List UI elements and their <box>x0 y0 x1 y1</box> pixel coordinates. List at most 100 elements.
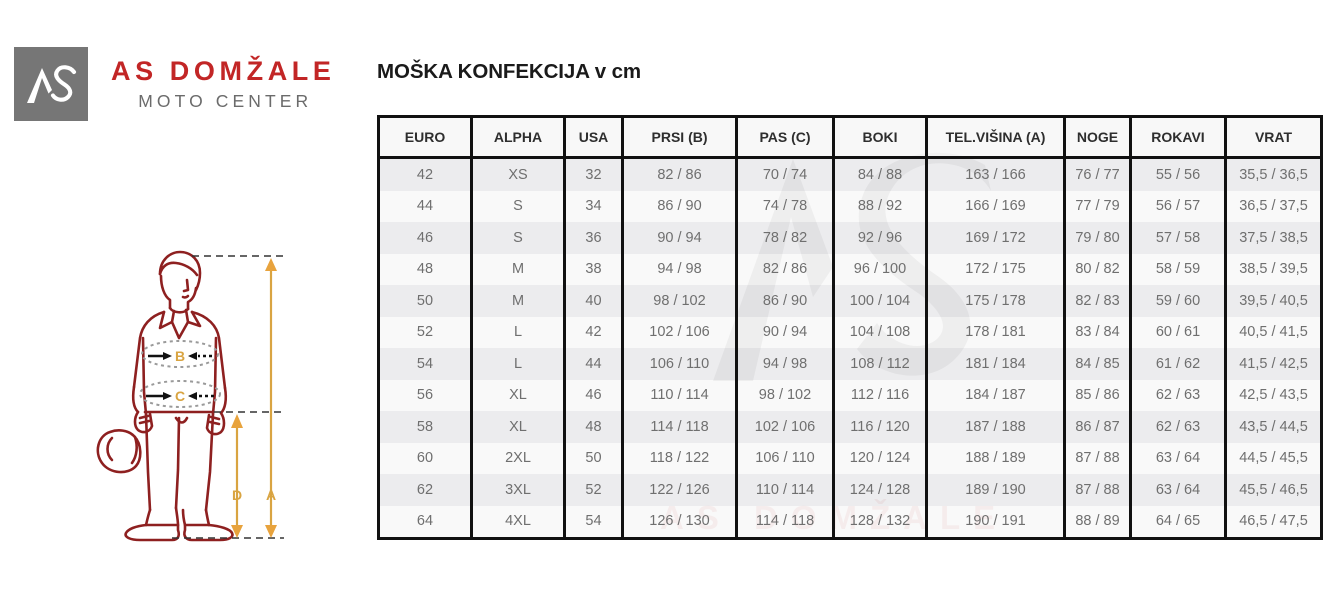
table-cell: 106 / 110 <box>735 442 835 474</box>
table-cell: 124 / 128 <box>832 474 928 506</box>
table-cell: L <box>470 348 566 380</box>
svg-text:C: C <box>175 388 185 404</box>
table-cell: 70 / 74 <box>735 157 835 191</box>
brand-logo: AS DOMŽALE MOTO CENTER <box>14 47 336 121</box>
table-cell: 48 <box>563 411 624 443</box>
table-cell: 79 / 80 <box>1063 222 1132 254</box>
table-row: 42 XS 32 82 / 86 70 / 74 84 / 88 163 / 166 76 /… <box>377 157 1323 191</box>
table-cell: 54 <box>377 348 473 380</box>
table-cell: 36,5 / 37,5 <box>1224 190 1323 222</box>
table-cell: 87 / 88 <box>1063 474 1132 506</box>
table-cell: 118 / 122 <box>621 442 738 474</box>
table-cell: 64 <box>377 505 473 540</box>
table-cell: 36 <box>563 222 624 254</box>
column-header-boki: BOKI <box>832 115 928 159</box>
table-cell: 62 / 63 <box>1129 411 1227 443</box>
table-cell: 102 / 106 <box>735 411 835 443</box>
column-header-pas: PAS (C) <box>735 115 835 159</box>
brand-title: AS DOMŽALE <box>111 56 336 87</box>
chest-arrows <box>148 352 212 360</box>
table-cell: 44 <box>563 348 624 380</box>
table-cell: M <box>470 285 566 317</box>
table-cell: 62 / 63 <box>1129 379 1227 411</box>
man-measurement-figure: B C A D <box>88 242 298 542</box>
table-cell: 2XL <box>470 442 566 474</box>
table-cell: 64 / 65 <box>1129 505 1227 540</box>
table-cell: 122 / 126 <box>621 474 738 506</box>
table-cell: 48 <box>377 253 473 285</box>
table-cell: 102 / 106 <box>621 316 738 348</box>
table-cell: 86 / 87 <box>1063 411 1132 443</box>
table-cell: 38,5 / 39,5 <box>1224 253 1323 285</box>
table-row: 54 L 44 106 / 110 94 / 98 108 / 112 181 / 184 8… <box>377 348 1323 380</box>
table-cell: 169 / 172 <box>925 222 1066 254</box>
table-cell: M <box>470 253 566 285</box>
column-header-alpha: ALPHA <box>470 115 566 159</box>
table-cell: 60 / 61 <box>1129 316 1227 348</box>
table-cell: 100 / 104 <box>832 285 928 317</box>
table-row: 52 L 42 102 / 106 90 / 94 104 / 108 178 / 181 8… <box>377 316 1323 348</box>
table-header-row: EURO ALPHA USA PRSI (B) PAS (C) BOKI TEL… <box>377 115 1323 159</box>
table-cell: 114 / 118 <box>621 411 738 443</box>
table-cell: 78 / 82 <box>735 222 835 254</box>
column-header-visina: TEL.VIŠINA (A) <box>925 115 1066 159</box>
table-cell: 181 / 184 <box>925 348 1066 380</box>
table-cell: 82 / 83 <box>1063 285 1132 317</box>
table-cell: 82 / 86 <box>621 157 738 191</box>
size-chart-container: AS DOMŽALE MOTO CENTER EURO ALPHA USA PR… <box>377 115 1323 540</box>
table-cell: 34 <box>563 190 624 222</box>
table-cell: 60 <box>377 442 473 474</box>
table-cell: 42 <box>377 157 473 191</box>
table-row: 64 4XL 54 126 / 130 114 / 118 128 / 132 190 / … <box>377 505 1323 540</box>
table-cell: 90 / 94 <box>735 316 835 348</box>
table-cell: 80 / 82 <box>1063 253 1132 285</box>
table-cell: 96 / 100 <box>832 253 928 285</box>
table-cell: 83 / 84 <box>1063 316 1132 348</box>
column-header-noge: NOGE <box>1063 115 1132 159</box>
table-cell: 46 <box>377 222 473 254</box>
table-cell: 3XL <box>470 474 566 506</box>
table-row: 56 XL 46 110 / 114 98 / 102 112 / 116 184 / 18… <box>377 379 1323 411</box>
table-cell: 128 / 132 <box>832 505 928 540</box>
inseam-arrow-d <box>231 414 243 538</box>
size-chart-table: EURO ALPHA USA PRSI (B) PAS (C) BOKI TEL… <box>377 115 1323 540</box>
table-cell: 44 <box>377 190 473 222</box>
table-cell: 50 <box>377 285 473 317</box>
table-cell: 110 / 114 <box>735 474 835 506</box>
table-cell: 84 / 85 <box>1063 348 1132 380</box>
table-cell: 44,5 / 45,5 <box>1224 442 1323 474</box>
table-row: 62 3XL 52 122 / 126 110 / 114 124 / 128 189 / … <box>377 474 1323 506</box>
table-cell: 57 / 58 <box>1129 222 1227 254</box>
brand-subtitle: MOTO CENTER <box>138 91 313 112</box>
table-cell: 58 <box>377 411 473 443</box>
table-cell: 54 <box>563 505 624 540</box>
table-cell: 46,5 / 47,5 <box>1224 505 1323 540</box>
table-cell: S <box>470 190 566 222</box>
table-cell: 43,5 / 44,5 <box>1224 411 1323 443</box>
table-cell: XL <box>470 379 566 411</box>
table-cell: 88 / 92 <box>832 190 928 222</box>
table-cell: 86 / 90 <box>621 190 738 222</box>
table-cell: 166 / 169 <box>925 190 1066 222</box>
table-cell: 175 / 178 <box>925 285 1066 317</box>
table-cell: 172 / 175 <box>925 253 1066 285</box>
table-cell: 74 / 78 <box>735 190 835 222</box>
table-cell: 40,5 / 41,5 <box>1224 316 1323 348</box>
waist-arrows <box>146 392 214 400</box>
table-cell: 62 <box>377 474 473 506</box>
table-cell: 40 <box>563 285 624 317</box>
height-arrow-a <box>265 258 277 538</box>
svg-text:B: B <box>175 348 185 364</box>
table-cell: 50 <box>563 442 624 474</box>
table-cell: 63 / 64 <box>1129 442 1227 474</box>
table-cell: 189 / 190 <box>925 474 1066 506</box>
table-row: 46 S 36 90 / 94 78 / 82 92 / 96 169 / 172 79 / … <box>377 222 1323 254</box>
table-cell: 61 / 62 <box>1129 348 1227 380</box>
table-cell: 126 / 130 <box>621 505 738 540</box>
table-row: 48 M 38 94 / 98 82 / 86 96 / 100 172 / 175 80 /… <box>377 253 1323 285</box>
table-cell: 94 / 98 <box>621 253 738 285</box>
svg-text:D: D <box>232 487 242 503</box>
table-cell: 42 <box>563 316 624 348</box>
table-body: 42 XS 32 82 / 86 70 / 74 84 / 88 163 / 166 76 /… <box>377 157 1323 540</box>
column-header-vrat: VRAT <box>1224 115 1323 159</box>
